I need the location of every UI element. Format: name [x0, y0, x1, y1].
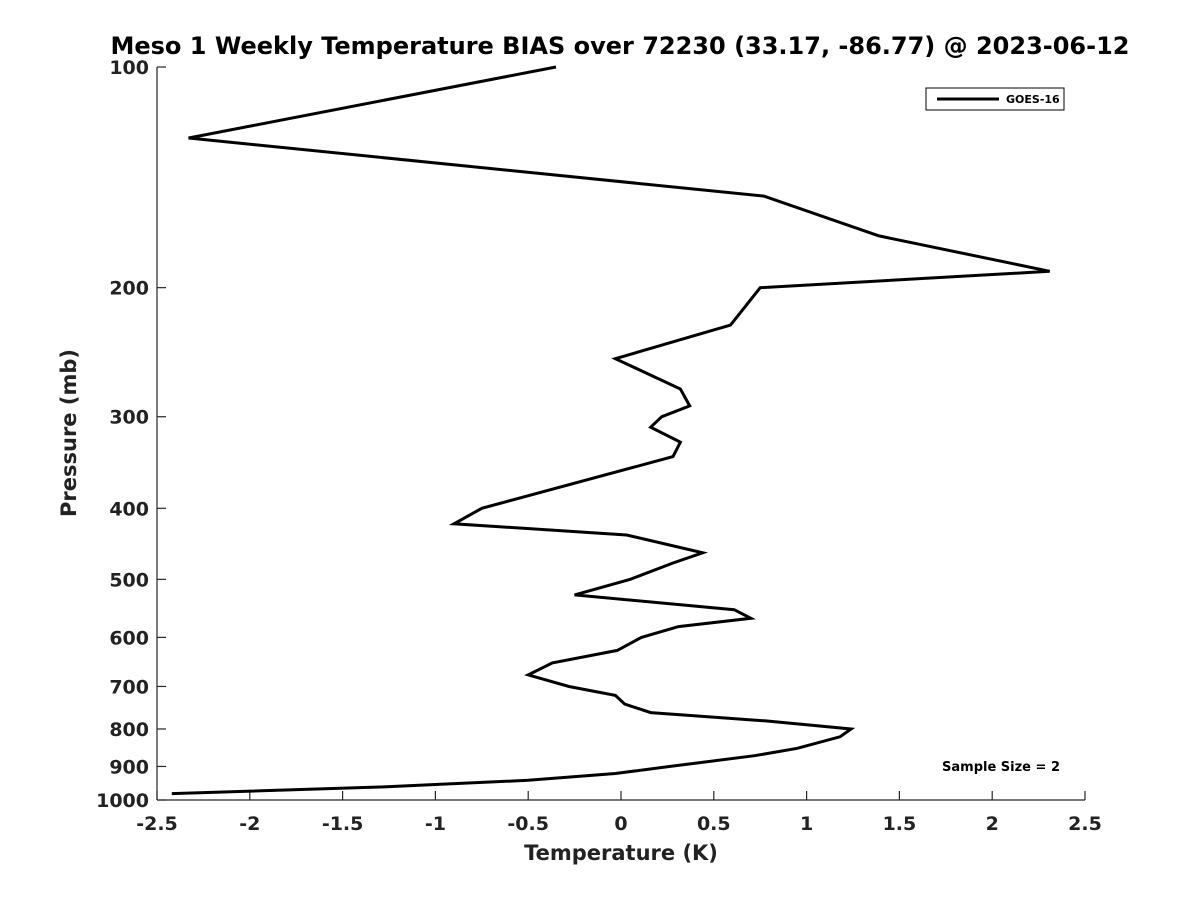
x-tick-label: 2: [986, 813, 999, 835]
series-layer: [171, 65, 1051, 796]
x-tick-label: 0: [614, 813, 627, 835]
x-tick-label: -2.5: [136, 813, 178, 835]
y-tick-label: 900: [109, 756, 149, 778]
y-tick-label: 500: [109, 569, 149, 591]
x-tick-label: -1: [425, 813, 446, 835]
legend-label-goes-16: GOES-16: [1006, 93, 1060, 106]
y-tick-label: 800: [109, 719, 149, 741]
y-tick-label: 1000: [96, 790, 149, 812]
y-tick-label: 200: [109, 278, 149, 300]
x-tick-label: -0.5: [507, 813, 549, 835]
x-tick-label: 1: [800, 813, 813, 835]
legend: GOES-16: [925, 87, 1065, 111]
x-tick-label: 0.5: [697, 813, 731, 835]
series-line-goes-16: [171, 65, 1051, 796]
y-tick-label: 600: [109, 627, 149, 649]
x-tick-label: -1.5: [322, 813, 364, 835]
x-axis-label: Temperature (K): [524, 841, 718, 865]
x-tick-label: 1.5: [883, 813, 917, 835]
y-tick-label: 100: [109, 57, 149, 79]
x-tick-label: 2.5: [1068, 813, 1102, 835]
x-tick-label: -2: [239, 813, 260, 835]
axes: -2.5 -2 -1.5 -1 -0.5 0 0.5 1 1.5 2 2.5 100 200 300 400…: [96, 57, 1102, 835]
sample-size-annotation: Sample Size = 2: [942, 760, 1060, 775]
y-tick-label: 700: [109, 676, 149, 698]
y-tick-label: 400: [109, 498, 149, 520]
y-tick-label: 300: [109, 407, 149, 429]
y-axis-label: Pressure (mb): [57, 349, 81, 517]
chart-title: Meso 1 Weekly Temperature BIAS over 7223…: [110, 32, 1129, 60]
